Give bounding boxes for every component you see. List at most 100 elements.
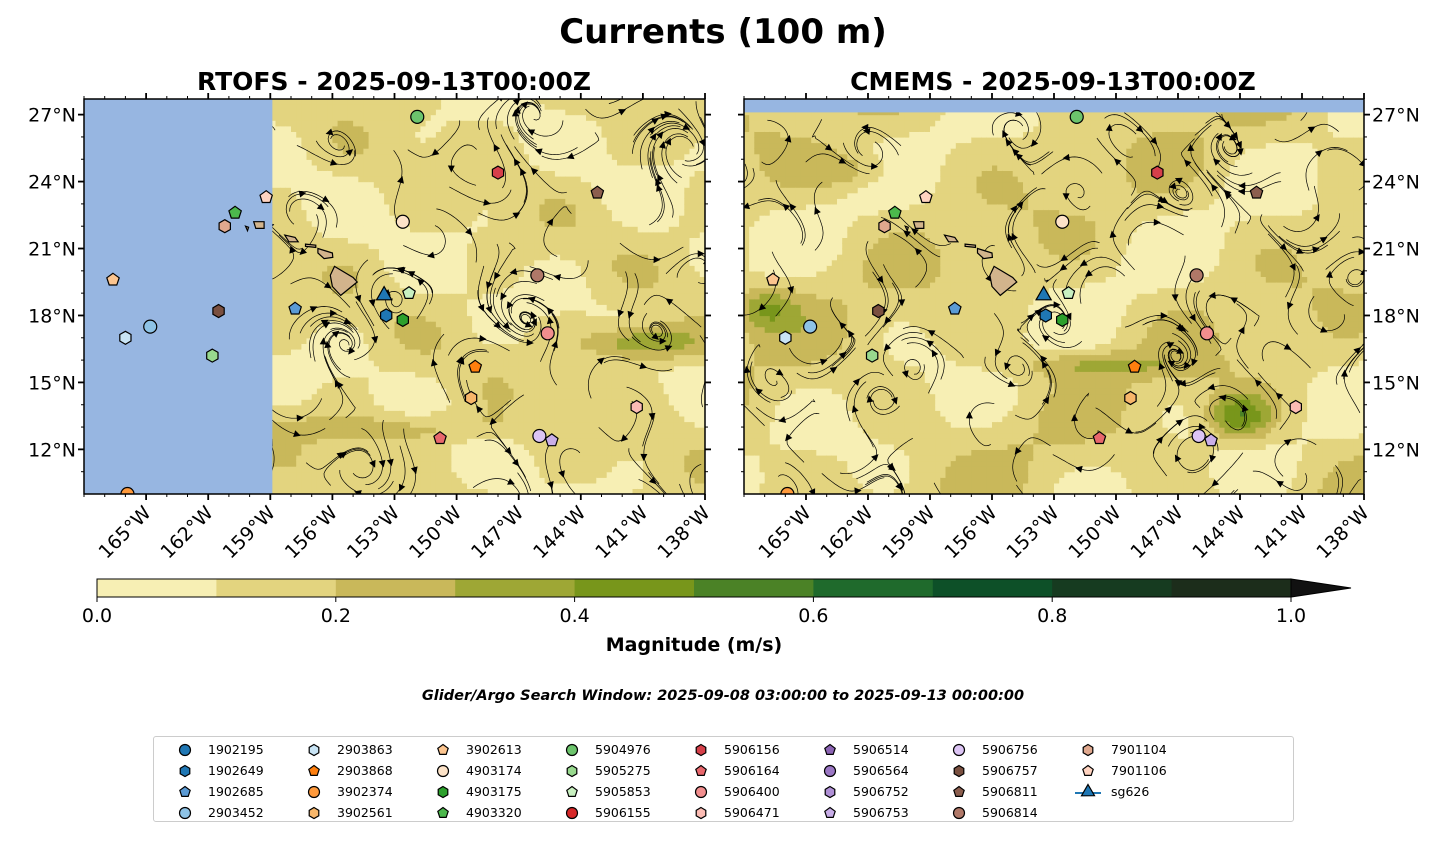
legend-marker-4903320: [437, 806, 449, 818]
legend-label: 5906155: [595, 804, 651, 820]
colorbar-label: Magnitude (m/s): [606, 634, 783, 656]
rtofs-lon-tick-label: 144°W: [529, 502, 590, 563]
float-marker-5904976: [1069, 109, 1084, 124]
float-marker-1902649: [380, 308, 393, 323]
colorbar-segment: [694, 579, 814, 597]
legend-label: 5905853: [595, 783, 651, 799]
float-marker-5906756: [532, 428, 547, 444]
float-marker-5906814: [530, 268, 545, 283]
legend-marker-3902561: [308, 806, 320, 820]
legend-label: 5906752: [853, 783, 909, 799]
legend-label: 3902613: [466, 741, 522, 757]
cmems-lon-tick-label: 162°W: [816, 502, 877, 563]
colorbar-frame: [96, 578, 1292, 598]
legend-entry-4903174: 4903174: [428, 760, 522, 780]
float-marker-5906757: [212, 303, 225, 319]
colorbar-tick-label: 0.6: [798, 605, 828, 627]
float-marker-3902613: [106, 272, 120, 286]
legend-marker-3902613: [437, 743, 449, 755]
float-legend: 1902195 1902649 1902685 2903452 2903863 29038…: [153, 736, 1294, 822]
legend-entry-sg626: sg626: [1073, 781, 1149, 801]
legend-label: 7901106: [1111, 762, 1167, 778]
legend-marker: [178, 806, 192, 820]
legend-entry-2903863: 2903863: [299, 739, 393, 759]
rtofs-float-markers: [106, 109, 643, 494]
rtofs-lon-tick-label: 162°W: [157, 502, 218, 563]
legend-entry-5906814: 5906814: [944, 802, 1038, 822]
colorbar-segment: [216, 579, 337, 597]
rtofs-land-islands: [244, 221, 359, 297]
float-marker-5906164: [433, 430, 447, 445]
colorbar-tick-label: 0.0: [82, 605, 112, 627]
legend-marker: [1075, 783, 1101, 797]
legend-entry-7901106: 7901106: [1073, 760, 1167, 780]
cmems-lon-tick-label: 144°W: [1188, 502, 1249, 563]
legend-entry-2903452: 2903452: [170, 802, 264, 822]
float-marker-2903863: [119, 330, 132, 345]
legend-marker: [823, 764, 837, 778]
cmems-float-markers: [766, 109, 1303, 494]
cmems-lat-tick-label: 21°N: [1372, 239, 1420, 261]
legend-marker-5906757: [953, 764, 965, 778]
rtofs-lon-tick-label: 153°W: [343, 502, 404, 563]
cmems-lat-tick-label: 24°N: [1372, 172, 1420, 194]
float-marker-5906471: [1289, 399, 1303, 415]
float-marker-4903174: [1055, 214, 1070, 229]
float-marker-1902685: [947, 301, 962, 315]
rtofs-map-title: RTOFS - 2025-09-13T00:00Z: [197, 67, 591, 96]
float-marker-5905853: [1061, 285, 1076, 299]
float-marker-4903320: [887, 205, 902, 219]
legend-label: 5906753: [853, 804, 909, 820]
legend-entry-5905853: 5905853: [557, 781, 651, 801]
float-marker-4903320: [228, 205, 243, 219]
legend-marker: [1082, 764, 1094, 776]
legend-label: 2903452: [208, 804, 264, 820]
float-marker-2903868: [468, 359, 483, 373]
rtofs-lat-tick-label: 12°N: [28, 439, 76, 461]
legend-marker: [694, 785, 708, 799]
colorbar: Magnitude (m/s) 0.0 0.2 0.4 0.6 0.8 1.0: [82, 578, 1352, 656]
legend-marker-3902374: [307, 785, 321, 799]
legend-marker-5905853: [566, 785, 578, 797]
cmems-lon-tick-label: 147°W: [1126, 502, 1187, 563]
rtofs-lon-tick-label: 165°W: [94, 502, 155, 563]
legend-label: 3902374: [337, 783, 393, 799]
cmems-lon-tick-label: 153°W: [1002, 502, 1063, 563]
float-marker-7901104: [878, 219, 891, 234]
float-marker-7901106: [918, 189, 933, 204]
legend-label: 5906757: [982, 762, 1038, 778]
legend-marker: [953, 785, 965, 797]
colorbar-tick-label: 0.4: [559, 605, 589, 627]
rtofs-map-panel: RTOFS - 2025-09-13T00:00Z 165°W 162°W 159°…: [28, 67, 715, 563]
legend-entry-5906757: 5906757: [944, 760, 1038, 780]
legend-marker-1902195: [178, 743, 192, 757]
float-marker-2903863: [779, 330, 792, 345]
float-marker-4903174: [395, 214, 410, 229]
legend-marker-5906564: [823, 764, 837, 778]
cmems-lon-tick-label: 159°W: [878, 502, 939, 563]
float-marker-4903175: [1055, 312, 1069, 328]
legend-label: 5906471: [724, 804, 780, 820]
legend-label: 1902649: [208, 762, 264, 778]
float-marker-5906164: [1092, 430, 1107, 445]
float-marker-5906400: [540, 326, 555, 341]
legend-marker: [952, 743, 966, 757]
cmems-lat-tick-label: 27°N: [1372, 105, 1420, 127]
legend-marker-4903174: [436, 764, 450, 778]
legend-label: 7901104: [1111, 741, 1167, 757]
legend-label: 5906156: [724, 741, 780, 757]
float-marker-5906756: [1191, 428, 1206, 444]
float-marker-5906811: [1249, 185, 1264, 199]
float-marker-5906757: [872, 303, 885, 319]
float-marker-5904976: [410, 109, 425, 124]
legend-label: sg626: [1111, 783, 1150, 799]
cmems-lat-tick-label: 18°N: [1372, 305, 1420, 327]
float-marker-5906753: [1204, 433, 1218, 447]
legend-marker: [179, 764, 191, 778]
rtofs-lon-tick-label: 159°W: [219, 502, 280, 563]
float-marker-sg626: [1035, 285, 1053, 301]
legend-marker: [565, 743, 579, 757]
legend-entry-5906155: 5906155: [557, 802, 651, 822]
legend-marker-5906756: [952, 743, 966, 757]
legend-entry-4903320: 4903320: [428, 802, 522, 822]
